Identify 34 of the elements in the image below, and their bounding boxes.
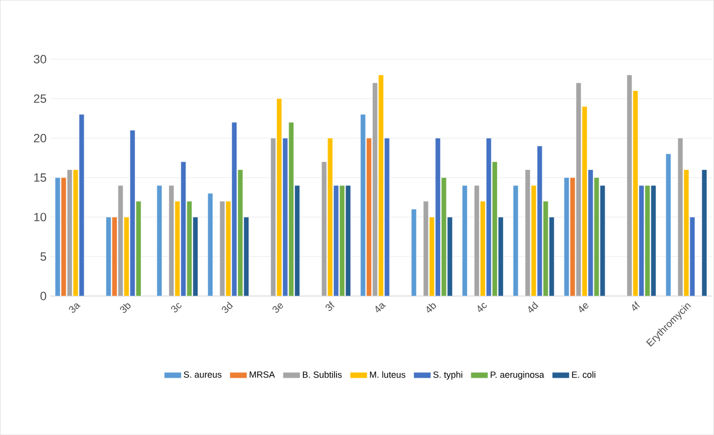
legend-label: M. luteus [370, 371, 406, 378]
x-tick-label: 4d [528, 301, 538, 313]
y-tick-label: 20 [34, 134, 46, 142]
x-tick-label: 3f [326, 300, 334, 311]
x-tick-label: 4c [478, 302, 487, 312]
bar [288, 122, 294, 296]
bar [208, 193, 213, 296]
legend-label: P. aeruginosa [490, 371, 544, 380]
y-tick-label: 0 [40, 292, 46, 300]
y-tick-label: 30 [34, 54, 46, 64]
y-tick-label: 25 [34, 94, 46, 103]
bar [492, 162, 498, 296]
y-tick-label: 10 [34, 212, 46, 222]
x-tick-label: 3c [171, 303, 182, 312]
x-tick-label: 4f [632, 300, 640, 311]
x-tick-label: 3e [272, 303, 284, 313]
x-tick-label: 4a [376, 303, 386, 312]
legend-label: S. aureus [184, 371, 222, 378]
x-tick-label: 4b [426, 303, 436, 313]
bar [666, 154, 672, 296]
bar [513, 185, 518, 296]
bar [462, 185, 468, 296]
bar [411, 208, 417, 296]
x-tick-label: 3d [222, 301, 233, 313]
x-tick-label: 4e [579, 303, 588, 312]
legend-label: B. Subtilis [302, 371, 342, 378]
x-tick-label: 3a [68, 303, 81, 313]
legend-label: S. typhi [433, 371, 462, 380]
y-tick-label: 15 [34, 173, 46, 182]
y-tick-label: 5 [40, 252, 46, 261]
legend-label: E. coli [572, 371, 596, 378]
legend-label: MRSA [250, 371, 275, 378]
x-tick-label: 3b [120, 303, 131, 313]
bar [156, 185, 162, 296]
